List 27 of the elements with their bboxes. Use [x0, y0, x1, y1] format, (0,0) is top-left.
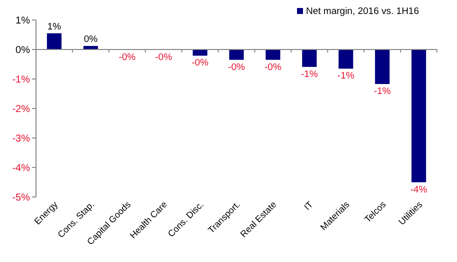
legend-label: Net margin, 2016 vs. 1H16: [306, 6, 420, 17]
data-label: -0%: [118, 52, 136, 63]
data-label: -1%: [337, 70, 355, 82]
y-tick-label: -5%: [12, 192, 30, 204]
data-label: -1%: [374, 86, 392, 98]
data-label: -0%: [192, 58, 210, 69]
data-label: -4%: [410, 184, 428, 196]
data-label: -0%: [155, 52, 173, 63]
bar: [229, 50, 244, 60]
data-label: -1%: [300, 68, 318, 80]
bar: [411, 50, 426, 182]
bar: [46, 33, 62, 50]
y-tick-label: -2%: [12, 104, 30, 115]
y-tick-label: -1%: [12, 74, 30, 86]
y-tick-label: -4%: [12, 163, 30, 174]
data-label: -0%: [264, 62, 282, 73]
y-tick-label: -3%: [12, 134, 30, 144]
bar: [266, 50, 280, 60]
bar: [302, 50, 317, 67]
y-tick-label: 1%: [16, 16, 30, 26]
bar: [375, 50, 390, 84]
bar: [338, 50, 354, 69]
y-tick-label: 0%: [16, 45, 30, 56]
x-tick-label: IT: [302, 198, 316, 212]
data-label: 1%: [47, 21, 62, 32]
data-label: -0%: [228, 62, 246, 73]
data-label: 0%: [84, 34, 98, 45]
